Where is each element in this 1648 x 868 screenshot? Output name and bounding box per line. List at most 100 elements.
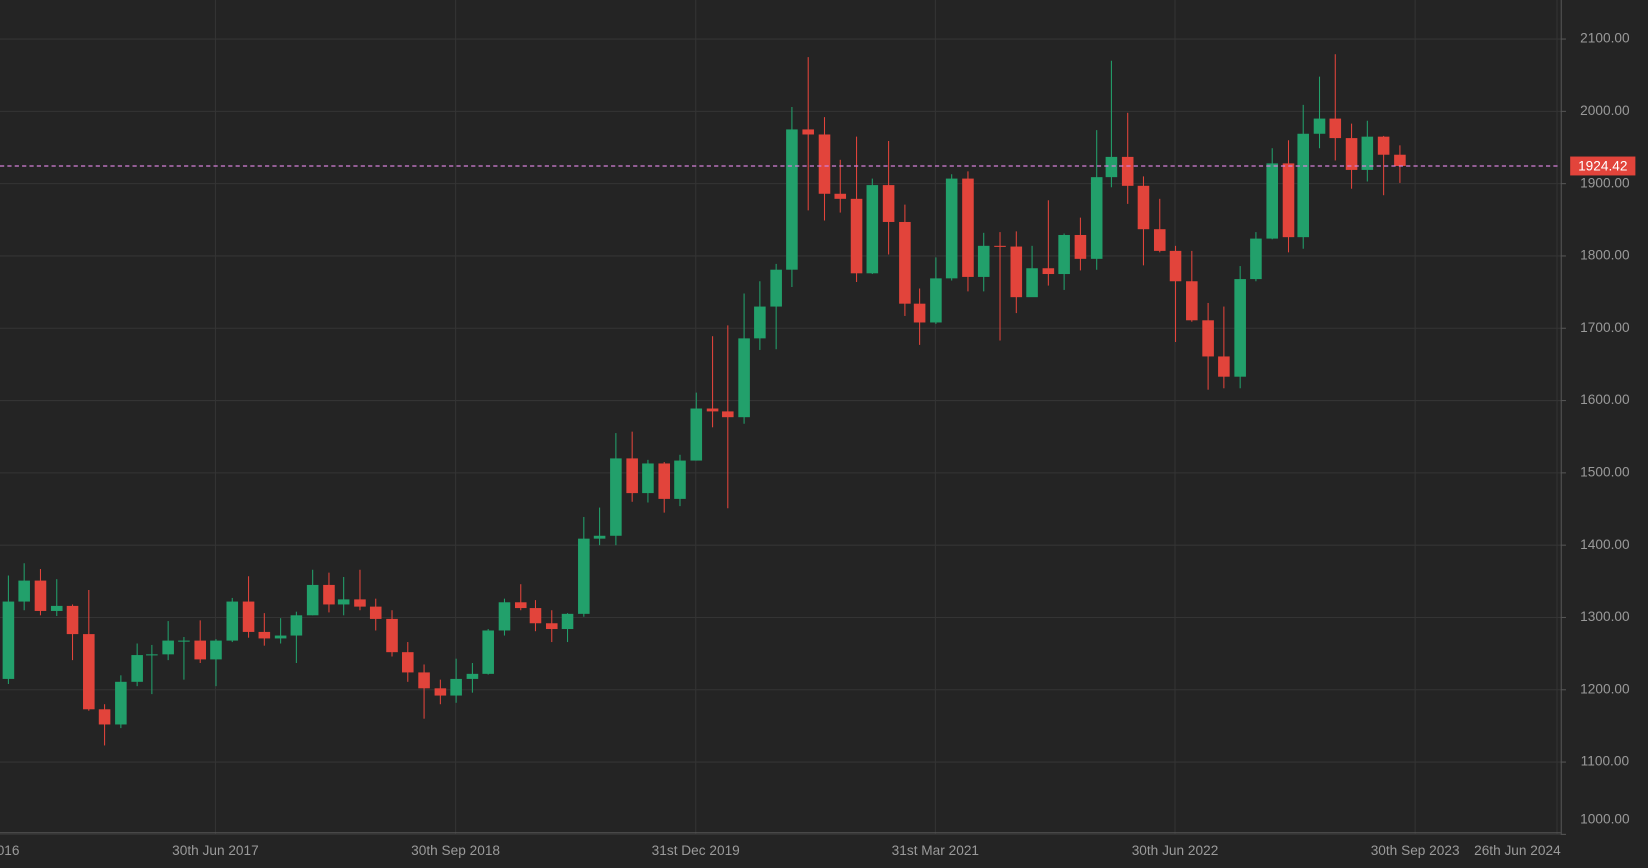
candle-body xyxy=(1377,136,1390,155)
price-label: 1924.42 xyxy=(1578,159,1627,174)
candle-body xyxy=(1345,138,1358,170)
candle-body xyxy=(1250,238,1262,280)
candle-body xyxy=(178,640,190,642)
candle-body xyxy=(337,599,350,605)
candle-body xyxy=(434,688,447,696)
candle-body xyxy=(242,601,255,632)
y-tick-label: 1600.00 xyxy=(1580,392,1630,407)
candle-body xyxy=(945,178,958,279)
y-tick-label: 1500.00 xyxy=(1580,464,1630,479)
candle-body xyxy=(83,634,95,710)
candle-body xyxy=(450,678,462,696)
candle-body xyxy=(1010,246,1023,298)
candle-body xyxy=(1026,268,1038,298)
candle-body xyxy=(1121,156,1134,186)
candle-body xyxy=(115,681,127,725)
candle-body xyxy=(1137,185,1150,230)
candle-body xyxy=(1218,356,1230,377)
y-tick-label: 1200.00 xyxy=(1580,681,1630,696)
candle-body xyxy=(642,463,654,494)
candle-body xyxy=(1234,279,1246,377)
candle-body xyxy=(1329,118,1342,139)
y-tick-label: 2000.00 xyxy=(1580,103,1630,118)
candle-body xyxy=(1313,118,1326,134)
candle-body xyxy=(930,278,942,323)
candle-body xyxy=(593,535,606,539)
candle-body xyxy=(802,129,814,135)
axes xyxy=(0,0,1562,835)
candle-body xyxy=(386,618,398,653)
candle-body xyxy=(1074,234,1087,259)
candle-body xyxy=(34,580,47,611)
price-tag xyxy=(1570,156,1636,176)
candle-body xyxy=(1153,229,1166,251)
candle-body xyxy=(1042,268,1055,275)
candle-body xyxy=(738,338,750,418)
candle-body xyxy=(418,672,430,689)
x-tick-label: 31st Dec 2019 xyxy=(652,843,740,858)
x-tick-label: 31st Mar 2016 xyxy=(0,843,20,858)
candle-body xyxy=(1297,133,1310,238)
candle-body xyxy=(1202,320,1214,357)
candle-body xyxy=(658,463,671,499)
candle-body xyxy=(1169,250,1182,282)
candle-body xyxy=(194,640,206,660)
y-tick-label: 1400.00 xyxy=(1580,537,1630,552)
y-tick-label: 1000.00 xyxy=(1580,811,1630,826)
candle-body xyxy=(786,129,798,270)
candle-body xyxy=(722,411,734,418)
candle-body xyxy=(226,601,239,641)
candle-body xyxy=(323,584,335,605)
candle-body xyxy=(1282,163,1295,238)
candle-body xyxy=(610,458,622,536)
candle-body xyxy=(146,654,158,656)
candles xyxy=(0,54,1561,746)
candle-body xyxy=(306,584,319,616)
y-tick-label: 1900.00 xyxy=(1580,175,1630,190)
candle-body xyxy=(369,606,382,619)
candle-body xyxy=(1090,177,1103,259)
candle-body xyxy=(1058,234,1070,275)
candle-body xyxy=(66,605,79,635)
candle-body xyxy=(899,221,911,304)
candle-body xyxy=(754,306,766,339)
candle-body xyxy=(1394,154,1406,166)
candle-body xyxy=(210,640,222,660)
candle-body xyxy=(690,408,703,461)
candle-body xyxy=(545,623,558,630)
candle-body xyxy=(258,631,271,639)
candle-body xyxy=(131,655,143,682)
candle-body xyxy=(994,245,1006,247)
candle-body xyxy=(913,303,926,323)
candle-body xyxy=(578,538,590,614)
candle-body xyxy=(882,185,895,222)
candle-body xyxy=(529,608,542,624)
candle-body xyxy=(354,599,366,607)
x-tick-label: 30th Sep 2023 xyxy=(1371,843,1460,858)
labels: 1000.00 1100.00 1200.00 1300.00 1400.00 1500.… xyxy=(0,31,1636,858)
y-tick-label: 1100.00 xyxy=(1581,754,1630,769)
x-tick-label: 30th Jun 2022 xyxy=(1132,843,1219,858)
candle-body xyxy=(18,580,30,602)
candle-body xyxy=(850,198,863,274)
candle-body xyxy=(1266,163,1278,239)
x-tick-label: 26th Jun 2024 xyxy=(1474,843,1561,858)
candle-body xyxy=(866,185,879,274)
candle-body xyxy=(561,613,574,630)
candle-body xyxy=(1186,281,1198,321)
candle-body xyxy=(770,269,782,307)
y-tick-label: 1700.00 xyxy=(1580,320,1630,335)
candle-body xyxy=(466,673,479,679)
candle-body xyxy=(1105,156,1118,178)
y-tick-label: 1300.00 xyxy=(1580,609,1630,624)
candle-body xyxy=(482,630,494,674)
candle-body xyxy=(274,635,287,639)
candle-body xyxy=(1361,136,1374,170)
candle-body xyxy=(818,134,831,194)
candle-body xyxy=(98,709,111,725)
candle-body xyxy=(162,640,174,655)
candle-body xyxy=(290,615,303,636)
x-tick-label: 30th Sep 2018 xyxy=(411,843,500,858)
